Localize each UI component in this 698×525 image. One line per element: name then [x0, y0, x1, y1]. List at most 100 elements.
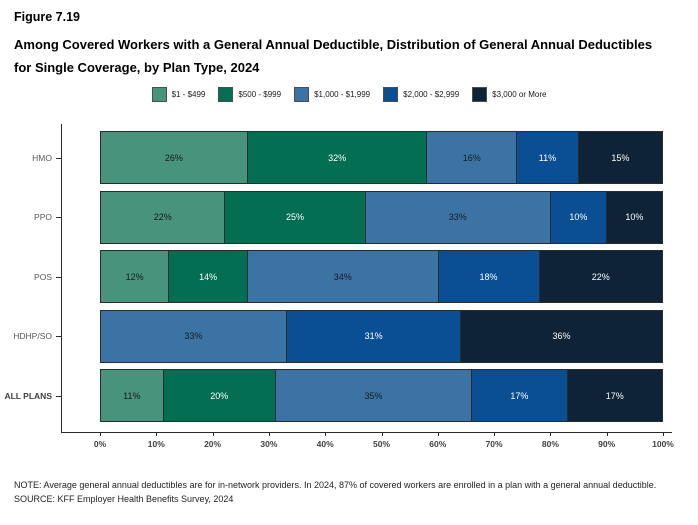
x-axis-tick-label: 30% [260, 439, 278, 449]
bar-value-label: 15% [611, 152, 630, 163]
figure-number: Figure 7.19 [14, 10, 80, 24]
bar-segment: 15% [577, 132, 662, 183]
bar-value-label: 26% [164, 152, 183, 163]
x-axis-tick-label: 100% [652, 439, 674, 449]
x-axis-line [61, 432, 672, 433]
bar-value-label: 11% [538, 152, 557, 163]
x-axis-tick-label: 70% [485, 439, 503, 449]
bar-value-label: 33% [184, 331, 203, 341]
bar-segment: 22% [538, 251, 662, 302]
bar-row: 22% 25% 33% 10% 10% [100, 190, 663, 244]
legend-swatch [218, 87, 234, 102]
x-axis-tick [212, 432, 214, 436]
bar-segment: 31% [286, 310, 461, 362]
bar-segment: 36% [460, 310, 662, 362]
bar-value-label: 22% [591, 271, 610, 282]
note-text: NOTE: Average general annual deductibles… [14, 480, 657, 490]
legend-swatch [383, 87, 399, 102]
y-axis-tick [56, 157, 61, 159]
bar-segment: 16% [426, 132, 517, 183]
y-axis-line [61, 124, 62, 432]
y-axis-category-label: POS [34, 271, 52, 282]
bar-row: 26% 32% 16% 11% 15% [100, 131, 663, 184]
bar-value-label: 17% [605, 390, 624, 401]
bar-segment: 35% [274, 370, 472, 421]
bar-value-label: 12% [125, 271, 144, 282]
bar-value-label: 20% [210, 390, 229, 401]
legend-swatch [294, 87, 310, 102]
bar-segment: 26% [101, 132, 247, 183]
legend-item: $1,000 - $1,999 [294, 87, 370, 102]
bar-value-label: 22% [153, 212, 172, 222]
bar-segment: 20% [162, 370, 275, 421]
bar-row: 11% 20% 35% 17% 17% [100, 369, 663, 422]
bar-segment: 12% [101, 251, 169, 302]
y-axis-tick [56, 276, 61, 278]
bar-segment: 14% [168, 251, 247, 302]
legend-item-label: $2,000 - $2,999 [403, 90, 460, 99]
bar-value-label: 31% [364, 331, 383, 341]
bar-value-label: 10% [625, 212, 644, 222]
x-axis-tick-label: 50% [372, 439, 390, 449]
x-axis-tick [437, 432, 439, 436]
y-axis-tick [56, 336, 61, 337]
x-axis-tick [550, 432, 552, 436]
x-axis-tick [268, 432, 270, 436]
bar-value-label: 33% [448, 212, 467, 222]
y-axis-category-label: HMO [32, 152, 52, 163]
bar-row: 12% 14% 34% 18% 22% [100, 250, 663, 303]
legend-item: $1 - $499 [151, 87, 206, 102]
bar-segment: 25% [224, 191, 365, 243]
x-axis-tick [663, 432, 664, 436]
legend-item-label: $1,000 - $1,999 [314, 90, 371, 99]
bar-value-label: 14% [199, 271, 218, 282]
legend-item: $2,000 - $2,999 [383, 87, 459, 102]
legend-item: $3,000 or More [472, 87, 546, 102]
bar-segment: 11% [516, 132, 578, 183]
legend-swatch [472, 87, 488, 102]
bar-value-label: 35% [364, 390, 383, 401]
bar-segment: 34% [246, 251, 438, 302]
bar-value-label: 32% [328, 152, 347, 163]
source-text: SOURCE: KFF Employer Health Benefits Sur… [14, 494, 234, 504]
x-axis-tick-label: 90% [598, 439, 616, 449]
bar-segment: 10% [549, 191, 606, 243]
bar-segment: 17% [566, 370, 662, 421]
y-axis-category-label: HDHP/SO [13, 331, 52, 341]
chart-title: Among Covered Workers with a General Ann… [14, 37, 653, 75]
bar-segment: 10% [605, 191, 662, 243]
legend: $1 - $499 $500 - $999 $1,000 - $1,999 $2,00… [0, 87, 698, 102]
x-axis-tick [494, 432, 496, 436]
legend-item-label: $1 - $499 [171, 90, 206, 99]
bar-segment: 17% [471, 370, 567, 421]
x-axis-tick [381, 432, 383, 436]
x-axis-tick [325, 432, 327, 436]
footnotes: NOTE: Average general annual deductibles… [14, 478, 666, 506]
x-axis-tick-label: 80% [541, 439, 559, 449]
x-axis-tick [100, 432, 101, 436]
bar-segment: 33% [364, 191, 550, 243]
x-axis-tick-label: 60% [429, 439, 447, 449]
bar-value-label: 16% [462, 152, 481, 163]
bar-row: 33% 31% 36% [100, 309, 663, 363]
bar-segment: 11% [101, 370, 163, 421]
bar-segment: 32% [246, 132, 427, 183]
bar-segment: 18% [437, 251, 539, 302]
bar-value-label: 25% [286, 212, 305, 222]
y-axis-tick [56, 395, 61, 397]
y-axis-tick [56, 217, 61, 218]
bar-value-label: 11% [123, 390, 141, 401]
x-axis-tick [606, 432, 608, 436]
legend-item-label: $3,000 or More [492, 90, 547, 99]
y-axis-category-label: PPO [34, 212, 52, 222]
x-axis-tick-label: 20% [204, 439, 222, 449]
bar-value-label: 17% [510, 390, 529, 401]
legend-swatch [151, 87, 167, 102]
x-axis-tick [156, 432, 158, 436]
bar-segment: 22% [101, 191, 225, 243]
legend-item: $500 - $999 [218, 87, 281, 102]
bar-value-label: 34% [333, 271, 352, 282]
y-axis-category-label: ALL PLANS [4, 390, 52, 401]
